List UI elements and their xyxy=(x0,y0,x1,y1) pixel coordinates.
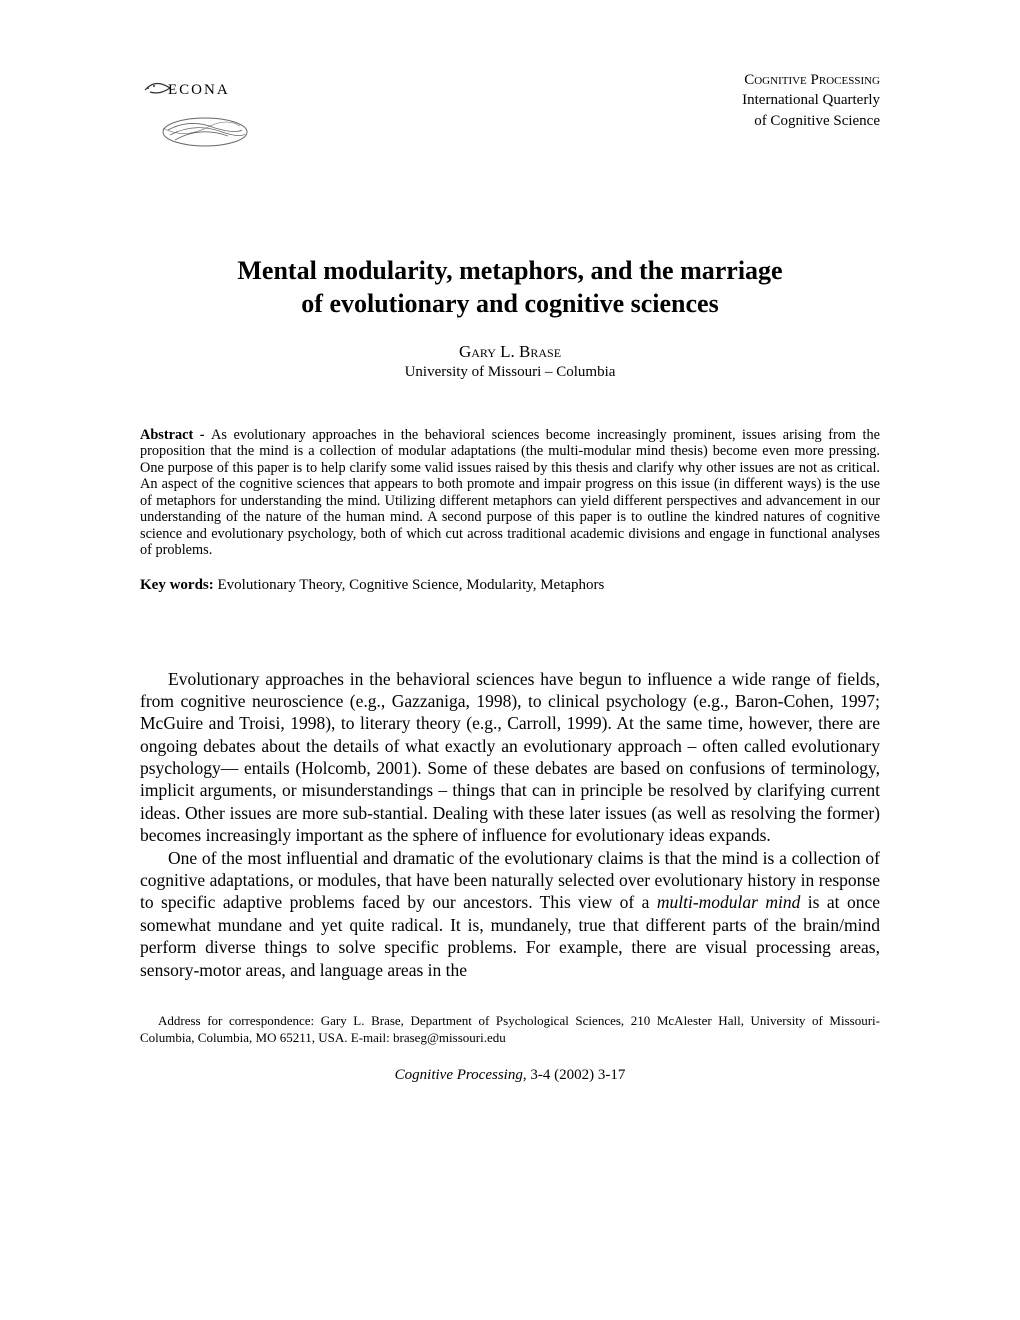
footer-citation: , 3-4 (2002) 3-17 xyxy=(523,1067,625,1083)
journal-sub2: of Cognitive Science xyxy=(742,111,880,131)
keywords-label: Key words: xyxy=(140,577,218,593)
journal-logo: ECONA xyxy=(140,70,270,155)
article-title: Mental modularity, metaphors, and the ma… xyxy=(140,255,880,320)
page-footer: Cognitive Processing, 3-4 (2002) 3-17 xyxy=(140,1067,880,1084)
journal-info: Cognitive Processing International Quart… xyxy=(742,70,880,131)
logo-text: ECONA xyxy=(168,82,230,99)
para2-italic: multi-modular mind xyxy=(657,892,801,912)
keywords-block: Key words: Evolutionary Theory, Cognitiv… xyxy=(140,577,880,594)
footer-journal: Cognitive Processing xyxy=(395,1067,523,1083)
keywords-text: Evolutionary Theory, Cognitive Science, … xyxy=(218,577,605,593)
author-affiliation: University of Missouri – Columbia xyxy=(140,364,880,381)
abstract-block: Abstract - As evolutionary approaches in… xyxy=(140,427,880,559)
abstract-text: As evolutionary approaches in the behavi… xyxy=(140,427,880,558)
journal-sub1: International Quarterly xyxy=(742,90,880,110)
correspondence-note: Address for correspondence: Gary L. Bras… xyxy=(140,1013,880,1047)
body-text: Evolutionary approaches in the behaviora… xyxy=(140,668,880,981)
abstract-label: Abstract - xyxy=(140,427,211,443)
page-header: ECONA Cognitive Processing International… xyxy=(140,70,880,155)
author-name: Gary L. Brase xyxy=(140,342,880,362)
journal-name: Cognitive Processing xyxy=(742,70,880,90)
paragraph-1: Evolutionary approaches in the behaviora… xyxy=(140,668,880,847)
title-line1: Mental modularity, metaphors, and the ma… xyxy=(237,256,782,285)
paragraph-2: One of the most influential and dramatic… xyxy=(140,847,880,981)
title-line2: of evolutionary and cognitive sciences xyxy=(301,289,718,318)
